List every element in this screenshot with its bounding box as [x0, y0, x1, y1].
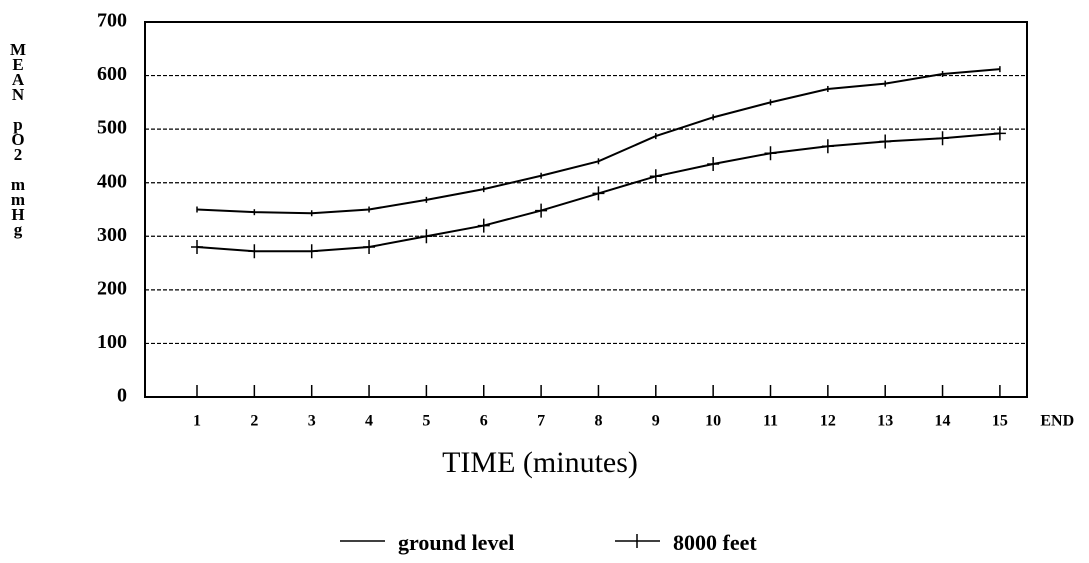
point-marker — [420, 229, 433, 244]
x-tick-label: 6 — [480, 413, 488, 430]
x-tick-label: 3 — [308, 413, 316, 430]
x-tick-label: 12 — [820, 413, 836, 430]
x-tick-label: 1 — [193, 413, 201, 430]
x-tick-label: 14 — [935, 413, 951, 430]
point-marker — [764, 146, 777, 161]
y-tick-label: 300 — [97, 224, 127, 246]
point-marker — [535, 203, 548, 218]
y-axis-label: MEAN pO2 mmHg — [9, 40, 28, 239]
x-tick-label: 15 — [992, 413, 1008, 430]
x-tick-label: 7 — [537, 413, 545, 430]
point-marker — [248, 244, 261, 259]
y-tick-label: 400 — [97, 170, 127, 192]
y-tick-label: 700 — [97, 10, 127, 32]
point-marker — [879, 134, 892, 149]
y-tick-label: 500 — [97, 117, 127, 139]
y-tick-label: 200 — [97, 277, 127, 299]
point-marker — [477, 218, 490, 233]
x-tick-label: 2 — [250, 413, 258, 430]
legend-label: ground level — [398, 530, 514, 555]
x-tick-label: 10 — [705, 413, 721, 430]
x-tick-label: 11 — [763, 413, 778, 430]
y-tick-label: 600 — [97, 63, 127, 85]
x-tick-label: 9 — [652, 413, 660, 430]
point-marker — [821, 139, 834, 154]
plot-frame — [144, 21, 1028, 398]
point-marker — [936, 131, 949, 146]
point-marker — [592, 186, 605, 201]
x-tick-label: 8 — [594, 413, 602, 430]
point-marker — [305, 244, 318, 259]
x-tick-label: 5 — [422, 413, 430, 430]
x-tick-label: 4 — [365, 413, 373, 430]
x-tick-label: END — [1040, 413, 1074, 430]
point-marker — [707, 156, 720, 171]
point-marker — [363, 240, 376, 254]
x-tick-label: 13 — [877, 413, 893, 430]
x-axis-label: TIME (minutes) — [442, 446, 638, 479]
point-marker — [191, 240, 203, 254]
point-marker — [649, 169, 662, 184]
y-tick-label: 0 — [117, 385, 127, 407]
legend-label: 8000 feet — [673, 530, 757, 555]
y-tick-label: 100 — [97, 331, 127, 353]
point-marker — [993, 126, 1006, 141]
